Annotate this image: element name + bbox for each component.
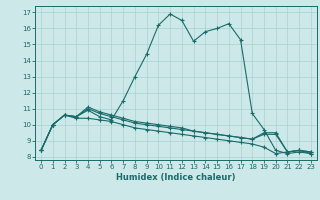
X-axis label: Humidex (Indice chaleur): Humidex (Indice chaleur) [116, 173, 236, 182]
